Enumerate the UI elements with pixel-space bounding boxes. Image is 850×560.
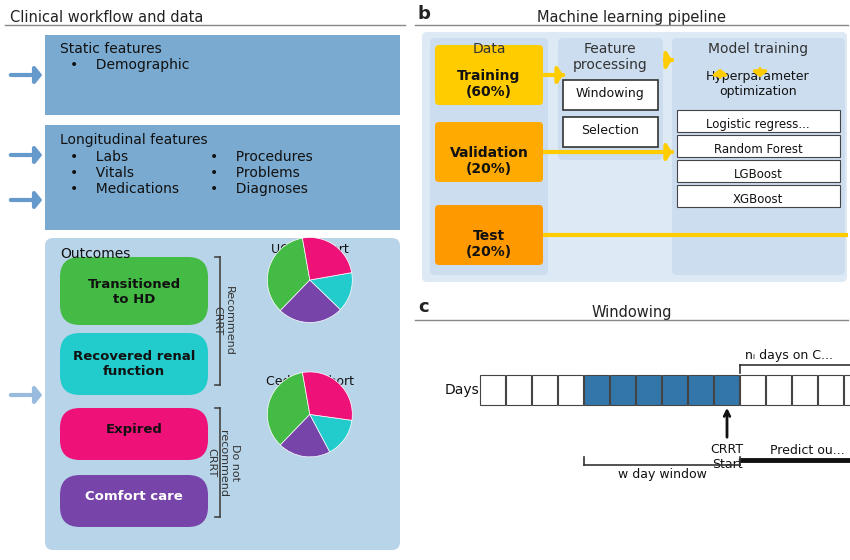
Text: •    Diagnoses: • Diagnoses [210,182,308,196]
Text: Expired: Expired [105,423,162,436]
Text: Outcomes: Outcomes [60,247,130,261]
Wedge shape [268,238,309,311]
FancyBboxPatch shape [430,38,548,275]
Text: XGBoost: XGBoost [733,193,783,206]
FancyBboxPatch shape [60,257,208,325]
Text: b: b [418,5,431,23]
Text: Longitudinal features: Longitudinal features [60,133,207,147]
Text: •    Medications: • Medications [70,182,179,196]
Text: c: c [418,298,428,316]
Wedge shape [280,414,330,457]
Text: Clinical workflow and data: Clinical workflow and data [10,10,203,25]
Text: •    Labs: • Labs [70,150,128,164]
Bar [740,375,765,405]
Text: UCLA cohort
N=4161: UCLA cohort N=4161 [271,243,348,271]
Text: Validation
(20%): Validation (20%) [450,146,529,176]
Text: LGBoost: LGBoost [734,168,783,181]
Bar [636,375,661,405]
Bar [792,375,817,405]
FancyBboxPatch shape [672,38,845,275]
Text: Recommend
CRRT: Recommend CRRT [212,286,234,356]
Bar [532,375,557,405]
Wedge shape [303,372,352,421]
Bar [662,375,687,405]
Wedge shape [309,273,352,310]
Text: Transitioned
to HD: Transitioned to HD [88,278,180,306]
Text: Random Forest: Random Forest [714,143,802,156]
Bar [766,375,791,405]
FancyBboxPatch shape [60,333,208,395]
Text: Windowing: Windowing [575,87,644,100]
Text: •    Problems: • Problems [210,166,300,180]
Bar [677,135,840,157]
FancyBboxPatch shape [45,238,400,550]
Text: Windowing: Windowing [592,305,672,320]
Text: Cedars cohort
N=3263: Cedars cohort N=3263 [266,375,354,403]
Text: w day window: w day window [618,468,706,481]
Text: Predict ou...: Predict ou... [770,444,845,457]
FancyBboxPatch shape [558,38,663,160]
Text: Hyperparameter
optimization: Hyperparameter optimization [706,70,810,98]
FancyBboxPatch shape [435,205,543,265]
Text: Data: Data [473,42,506,56]
Bar [480,375,505,405]
Text: Do not
recommend
CRRT: Do not recommend CRRT [207,430,240,497]
FancyBboxPatch shape [60,408,208,460]
Text: Static features: Static features [60,42,162,56]
Text: Logistic regress...: Logistic regress... [706,118,810,131]
Text: nᵢ days on C...: nᵢ days on C... [745,349,833,362]
Bar [563,80,658,110]
Bar [844,375,850,405]
Bar [677,110,840,132]
Bar [818,375,843,405]
Wedge shape [303,237,352,280]
Text: Recovered renal
function: Recovered renal function [73,350,196,378]
Text: CRRT
Start: CRRT Start [711,443,744,471]
Text: Comfort care: Comfort care [85,490,183,503]
Text: •    Procedures: • Procedures [210,150,313,164]
FancyBboxPatch shape [435,122,543,182]
Wedge shape [309,414,352,452]
Text: Machine learning pipeline: Machine learning pipeline [537,10,727,25]
Text: Test
(20%): Test (20%) [466,229,512,259]
Bar [45,125,400,230]
Bar [558,375,583,405]
Bar [677,185,840,207]
Wedge shape [280,280,340,323]
Bar [45,35,400,115]
Text: •    Demographic: • Demographic [70,58,190,72]
Text: Training
(60%): Training (60%) [457,69,521,99]
Bar [563,117,658,147]
FancyBboxPatch shape [435,45,543,105]
Bar [584,375,609,405]
FancyBboxPatch shape [422,32,847,282]
Wedge shape [268,372,309,445]
Bar [688,375,713,405]
FancyBboxPatch shape [60,475,208,527]
Text: Feature
processing: Feature processing [573,42,648,72]
Text: Selection: Selection [581,124,639,137]
Text: Model training: Model training [708,42,808,56]
Text: •    Vitals: • Vitals [70,166,134,180]
Bar [714,375,739,405]
Bar [677,160,840,182]
Text: Days: Days [445,383,479,397]
Bar [610,375,635,405]
Bar [506,375,531,405]
